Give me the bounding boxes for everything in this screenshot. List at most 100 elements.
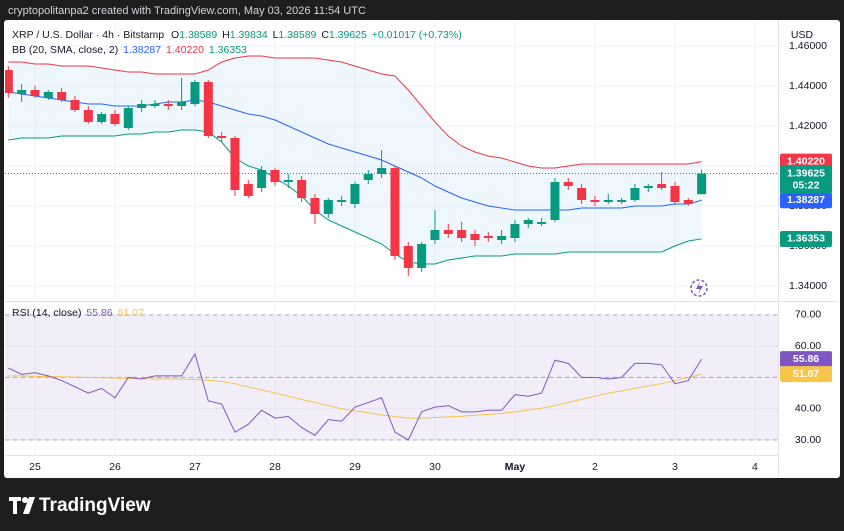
candle-body <box>657 184 667 188</box>
candle-body <box>257 170 267 188</box>
candle-body <box>30 90 40 96</box>
candle-body <box>123 108 133 128</box>
candle-body <box>70 100 80 110</box>
candle-body <box>417 244 427 268</box>
x-tick-label: 4 <box>752 461 758 473</box>
replay-icon[interactable] <box>690 279 708 297</box>
y-tick-label: 1.34000 <box>789 280 827 292</box>
last-price-label-box <box>780 165 832 194</box>
candle-body <box>270 170 280 182</box>
ohlc-value: 1.38589 <box>278 29 316 41</box>
series-last-label-box <box>780 230 832 247</box>
candle-body <box>683 200 693 204</box>
indicator-value: 1.40220 <box>166 44 204 56</box>
y-tick-label: 30.00 <box>795 434 821 446</box>
price-pane <box>5 55 778 276</box>
series-line <box>8 129 702 265</box>
candle-body <box>163 104 173 106</box>
y-tick-label: 40.00 <box>795 402 821 414</box>
candle-body <box>297 180 307 198</box>
candle-body <box>5 70 13 93</box>
last-price-label: 1.39625 <box>787 167 825 179</box>
indicator-value: 51.07 <box>118 307 144 319</box>
x-tick-label: 29 <box>349 461 361 473</box>
x-tick-label: 28 <box>269 461 281 473</box>
candle-body <box>57 92 67 100</box>
series-last-label-box <box>780 192 832 209</box>
brand-name: TradingView <box>39 495 151 516</box>
indicator-value: 1.36353 <box>209 44 247 56</box>
series-line <box>8 352 703 441</box>
rsi-pane <box>5 314 778 441</box>
candle-body <box>510 224 520 238</box>
ohlc-value: 1.38589 <box>179 29 217 41</box>
candle-body <box>230 138 240 190</box>
countdown: 05:22 <box>793 179 820 191</box>
candle-body <box>603 200 613 202</box>
candle-body <box>617 200 627 202</box>
axes: 252627282930May2341.340001.360001.380001… <box>29 40 832 473</box>
candle-body <box>630 188 640 200</box>
ohlc-letter: H <box>222 29 230 41</box>
candle-body <box>443 230 453 234</box>
brand-logo <box>9 497 35 514</box>
series-last-label: 1.38287 <box>787 194 825 206</box>
currency-label: USD <box>791 29 814 41</box>
indicator-value: 1.38287 <box>123 44 161 56</box>
candle-body <box>150 104 160 106</box>
x-tick-label: 27 <box>189 461 201 473</box>
indicator-name: BB (20, SMA, close, 2) <box>12 44 118 56</box>
y-tick-label: 60.00 <box>795 340 821 352</box>
candle-body <box>137 104 147 108</box>
x-tick-label: 2 <box>592 461 598 473</box>
series-last-label: 1.36353 <box>787 233 825 245</box>
x-tick-label: 25 <box>29 461 41 473</box>
candle-body <box>643 186 653 188</box>
indicator-name: RSI (14, close) <box>12 307 81 319</box>
y-tick-label: 1.46000 <box>789 40 827 52</box>
y-tick-label: 1.44000 <box>789 80 827 92</box>
candle-body <box>670 186 680 202</box>
candle-body <box>217 136 227 138</box>
ohlc-letter: C <box>321 29 329 41</box>
candle-body <box>350 184 360 204</box>
candle-body <box>563 182 573 186</box>
candle-body <box>337 200 347 202</box>
series-line <box>8 373 702 419</box>
ohlc-value: 1.39625 <box>329 29 367 41</box>
ohlc-value: 1.39834 <box>230 29 268 41</box>
ohlc-letter: L <box>273 29 279 41</box>
symbol-legend: XRP / U.S. Dollar · 4h · Bitstamp O1.385… <box>12 29 462 41</box>
candle-body <box>243 184 253 196</box>
candle-body <box>470 234 480 240</box>
candle-body <box>17 90 27 94</box>
series-last-label-box <box>780 366 832 383</box>
x-tick-label: 26 <box>109 461 121 473</box>
bb-legend: BB (20, SMA, close, 2) 1.38287 1.40220 1… <box>12 44 247 56</box>
candle-body <box>497 236 507 240</box>
y-tick-label: 1.42000 <box>789 120 827 132</box>
header-text: cryptopolitanpa2 created with TradingVie… <box>8 5 366 17</box>
candle-body <box>190 82 200 104</box>
candle-body <box>323 200 333 214</box>
candle-body <box>377 168 387 174</box>
candle-body <box>697 173 707 195</box>
series-last-label: 1.40220 <box>787 155 825 167</box>
candle-body <box>430 230 440 240</box>
candle-body <box>523 220 533 224</box>
candle-body <box>203 82 213 136</box>
series-last-label-box <box>780 351 832 368</box>
candle-body <box>110 114 120 124</box>
symbol-title: XRP / U.S. Dollar · 4h · Bitstamp <box>12 29 164 41</box>
candle-body <box>43 92 53 98</box>
candle-body <box>537 222 547 224</box>
x-tick-label: May <box>505 461 526 473</box>
candle-body <box>577 188 587 200</box>
indicator-value: 55.86 <box>86 307 112 319</box>
series-last-label: 51.07 <box>793 368 819 380</box>
candle-body <box>283 180 293 182</box>
series-line <box>8 91 702 211</box>
candle-body <box>483 236 493 238</box>
candle-body <box>457 230 467 238</box>
